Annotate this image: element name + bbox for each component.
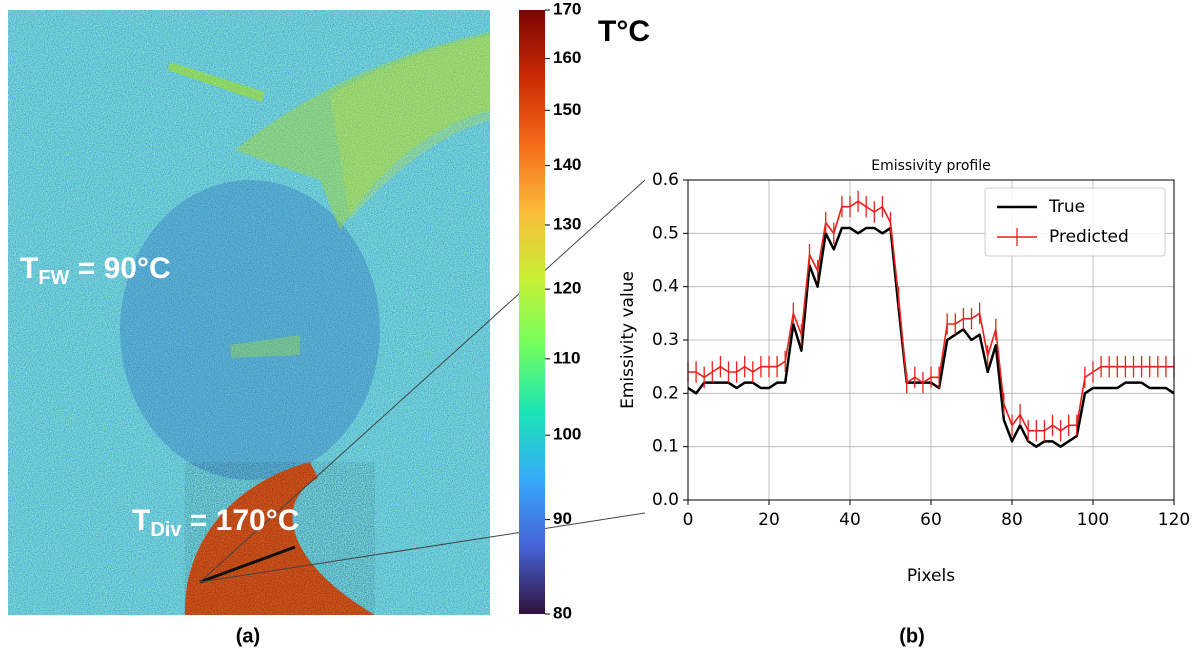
colorbar-title: T°C: [598, 15, 650, 48]
colorbar-tick-label: 170: [553, 0, 581, 18]
y-axis-label: Emissivity value: [618, 271, 638, 409]
x-tick-label: 0: [683, 510, 694, 530]
colorbar-tick-label: 140: [553, 155, 581, 174]
chart-title: Emissivity profile: [871, 158, 990, 174]
x-axis-label: Pixels: [907, 566, 955, 586]
y-tick-label: 0.5: [652, 223, 679, 243]
legend-box: [984, 187, 1166, 257]
colorbar-tick-label: 160: [553, 48, 581, 67]
annotation: TDiv = 170°C: [132, 504, 299, 541]
profile-line: [199, 545, 296, 584]
y-tick-label: 0.3: [652, 330, 679, 350]
x-tick-label: 80: [1001, 510, 1023, 530]
x-tick-label: 20: [758, 510, 780, 530]
y-tick-label: 0.0: [652, 490, 679, 510]
colorbar-tick-label: 120: [553, 279, 581, 298]
zoom-line: [199, 179, 646, 583]
colorbar-tick-label: 130: [553, 214, 581, 233]
legend-label: True: [1048, 197, 1085, 217]
y-tick-label: 0.1: [652, 437, 679, 457]
colorbar-tick-label: 150: [553, 100, 581, 119]
panel-label: (a): [236, 625, 260, 647]
x-tick-label: 60: [920, 510, 942, 530]
x-tick-label: 100: [1077, 510, 1109, 530]
y-tick-label: 0.4: [652, 277, 679, 297]
colorbar-tick-label: 90: [553, 509, 572, 528]
panel-label: (b): [899, 625, 925, 647]
y-tick-label: 0.2: [652, 383, 679, 403]
colorbar: [519, 10, 545, 614]
annotation: TFW = 90°C: [20, 252, 171, 289]
y-tick-label: 0.6: [652, 170, 679, 190]
x-tick-label: 120: [1158, 510, 1190, 530]
zoom-line: [199, 512, 646, 583]
colorbar-tick-label: 100: [553, 425, 581, 444]
legend-label: Predicted: [1049, 227, 1129, 247]
colorbar-tick-label: 110: [553, 348, 580, 367]
x-tick-label: 40: [839, 510, 861, 530]
colorbar-tick-label: 80: [553, 603, 572, 622]
plot-frame: [687, 179, 1175, 501]
